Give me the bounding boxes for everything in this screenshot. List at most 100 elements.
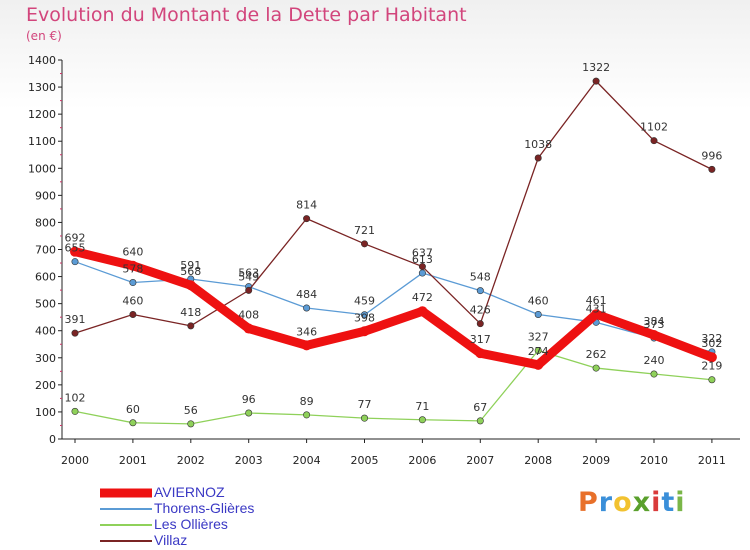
data-point-thorens-gli-res	[418, 269, 426, 277]
logo-letter: x	[632, 487, 652, 518]
data-point-villaz	[476, 320, 484, 328]
data-point-villaz	[534, 154, 542, 162]
data-label-thorens-gli-res: 655	[65, 242, 86, 255]
data-point-aviernoz	[301, 340, 312, 351]
legend-swatch	[100, 508, 152, 510]
data-point-les-olli-res	[650, 370, 658, 378]
y-unit-label: (en €)	[26, 29, 62, 43]
logo-letter: i	[651, 487, 662, 518]
data-label-les-olli-res: 240	[644, 354, 665, 367]
data-point-aviernoz	[533, 359, 544, 370]
x-tick-label: 2007	[466, 454, 494, 467]
legend-label: Les Ollières	[154, 516, 228, 532]
logo-letter: r	[598, 487, 614, 518]
y-tick-label: 200	[35, 379, 56, 392]
x-tick-label: 2006	[408, 454, 436, 467]
logo-letter: P	[578, 487, 599, 518]
x-tick-label: 2000	[61, 454, 89, 467]
y-tick-label: 300	[35, 352, 56, 365]
y-tick-label: 600	[35, 271, 56, 284]
y-tick-label: 1100	[28, 135, 56, 148]
x-tick-label: 2011	[698, 454, 726, 467]
data-label-villaz: 418	[180, 306, 201, 319]
data-label-thorens-gli-res: 322	[701, 332, 722, 345]
data-label-les-olli-res: 327	[528, 330, 549, 343]
data-label-thorens-gli-res: 613	[412, 253, 433, 266]
data-label-aviernoz: 461	[586, 294, 607, 307]
y-tick-label: 1000	[28, 162, 56, 175]
data-point-thorens-gli-res	[360, 311, 368, 319]
x-tick-label: 2002	[177, 454, 205, 467]
data-label-les-olli-res: 96	[242, 393, 256, 406]
data-point-aviernoz	[127, 260, 138, 271]
data-label-thorens-gli-res: 431	[586, 302, 607, 315]
data-point-aviernoz	[417, 306, 428, 317]
data-label-villaz: 1322	[582, 61, 610, 74]
data-label-villaz: 1038	[524, 138, 552, 151]
data-label-villaz: 426	[470, 304, 491, 317]
data-point-les-olli-res	[129, 419, 137, 427]
data-label-aviernoz: 302	[701, 337, 722, 350]
data-point-les-olli-res	[708, 376, 716, 384]
series-line-les-olli-res	[74, 349, 713, 425]
data-point-villaz	[187, 322, 195, 330]
data-label-aviernoz: 274	[528, 345, 549, 358]
data-label-aviernoz: 692	[65, 232, 86, 245]
data-label-aviernoz: 472	[412, 291, 433, 304]
data-point-villaz	[129, 310, 137, 318]
data-label-les-olli-res: 71	[415, 400, 429, 413]
data-label-aviernoz: 384	[644, 315, 665, 328]
data-label-villaz: 637	[412, 247, 433, 260]
data-point-aviernoz	[475, 348, 486, 359]
data-point-villaz	[592, 77, 600, 85]
data-point-thorens-gli-res	[71, 258, 79, 266]
data-label-thorens-gli-res: 373	[644, 318, 665, 331]
data-label-thorens-gli-res: 578	[122, 263, 143, 276]
y-tick-label: 500	[35, 298, 56, 311]
legend-swatch	[100, 540, 152, 542]
data-label-villaz: 549	[238, 270, 259, 283]
y-tick-label: 400	[35, 325, 56, 338]
proxiti-logo: Proxiti	[578, 487, 686, 518]
data-point-thorens-gli-res	[534, 310, 542, 318]
data-point-villaz	[245, 286, 253, 294]
data-label-villaz: 1102	[640, 121, 668, 134]
y-tick-label: 100	[35, 406, 56, 419]
data-label-aviernoz: 568	[180, 265, 201, 278]
data-point-les-olli-res	[418, 416, 426, 424]
x-tick-label: 2003	[235, 454, 263, 467]
series-line-aviernoz	[70, 247, 717, 370]
data-point-aviernoz	[70, 246, 80, 257]
data-point-aviernoz	[591, 309, 602, 320]
y-tick-label: 1400	[28, 54, 56, 67]
data-point-les-olli-res	[534, 346, 542, 354]
data-point-aviernoz	[359, 326, 370, 337]
data-point-villaz	[303, 215, 311, 223]
data-point-aviernoz	[243, 323, 254, 334]
y-tick-label: 1200	[28, 108, 56, 121]
data-label-villaz: 391	[65, 313, 86, 326]
data-label-les-olli-res: 89	[300, 395, 314, 408]
y-tick-label: 900	[35, 189, 56, 202]
y-tick-label: 0	[49, 433, 56, 446]
data-label-les-olli-res: 77	[358, 398, 372, 411]
logo-letter: t	[661, 487, 676, 518]
data-label-aviernoz: 408	[238, 309, 259, 322]
x-tick-label: 2001	[119, 454, 147, 467]
logo-letter: o	[613, 487, 633, 518]
logo-letter: i	[675, 487, 686, 518]
data-label-les-olli-res: 219	[701, 360, 722, 373]
data-point-villaz	[418, 263, 426, 271]
data-label-aviernoz: 346	[296, 325, 317, 338]
data-label-thorens-gli-res: 459	[354, 295, 375, 308]
data-label-villaz: 721	[354, 224, 375, 237]
x-tick-label: 2009	[582, 454, 610, 467]
data-label-thorens-gli-res: 563	[238, 267, 259, 280]
data-point-thorens-gli-res	[303, 304, 311, 312]
data-point-villaz	[360, 240, 368, 248]
data-label-villaz: 996	[701, 149, 722, 162]
chart-title: Evolution du Montant de la Dette par Hab…	[26, 4, 467, 26]
data-point-villaz	[71, 329, 79, 337]
data-label-les-olli-res: 262	[586, 348, 607, 361]
